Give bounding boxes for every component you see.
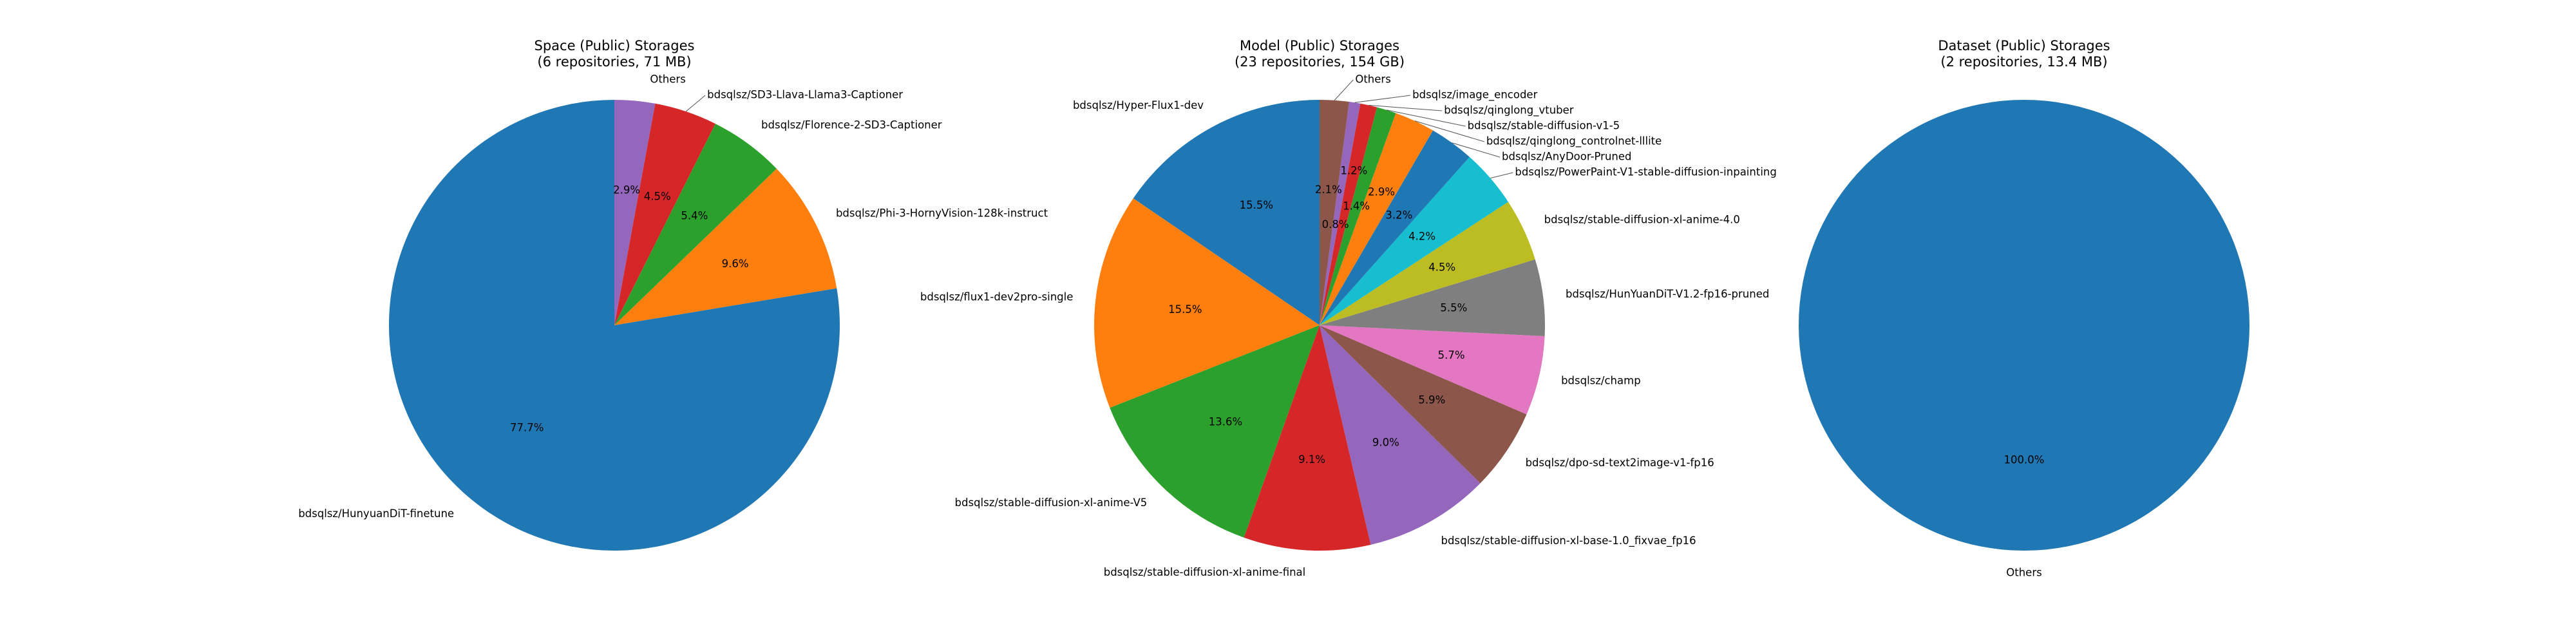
leader-line	[1386, 109, 1466, 127]
pie-slice	[1320, 103, 1378, 325]
pie-slice	[614, 100, 656, 325]
chart-subtitle: (2 repositories, 13.4 MB)	[1940, 54, 2107, 70]
slice-percent-label: 4.2%	[1408, 230, 1435, 242]
slice-percent-label: 4.5%	[644, 190, 671, 202]
pie-slice	[1320, 100, 1350, 325]
slice-percent-label: 2.9%	[1368, 185, 1395, 198]
leader-line	[1368, 104, 1443, 111]
pie-slice	[1320, 107, 1396, 325]
slice-percent-label: 2.1%	[1315, 184, 1342, 196]
slice-percent-label: 5.7%	[1438, 349, 1465, 361]
slice-label: bdsqlsz/Hyper-Flux1-dev	[1073, 99, 1204, 111]
pie-slice	[1094, 198, 1320, 408]
slice-percent-label: 13.6%	[1209, 415, 1242, 428]
pie-chart-3: Dataset (Public) Storages(2 repositories…	[1799, 38, 2249, 579]
slice-label: bdsqlsz/PowerPaint-V1-stable-diffusion-i…	[1515, 166, 1776, 178]
pie-slice	[614, 124, 777, 325]
leader-line	[1490, 172, 1513, 179]
slice-percent-label: 15.5%	[1168, 303, 1202, 316]
pie-slice	[1320, 325, 1545, 415]
slice-label: bdsqlsz/qinglong_vtuber	[1444, 104, 1574, 117]
slice-label: bdsqlsz/SD3-Llava-Llama3-Captioner	[707, 89, 903, 101]
pie-slice	[1110, 325, 1320, 538]
slice-label: bdsqlsz/stable-diffusion-xl-base-1.0_fix…	[1441, 535, 1696, 547]
slice-percent-label: 2.9%	[613, 184, 640, 196]
leader-line	[1452, 142, 1501, 158]
slice-percent-label: 5.9%	[1418, 394, 1445, 406]
pie-slice	[614, 169, 837, 325]
leader-line	[1414, 120, 1484, 142]
slice-label: Others	[1355, 73, 1390, 86]
slice-label: bdsqlsz/AnyDoor-Pruned	[1502, 151, 1632, 163]
slice-label: bdsqlsz/stable-diffusion-xl-anime-4.0	[1544, 213, 1740, 225]
leader-line	[1354, 95, 1411, 103]
pie-slice	[614, 103, 715, 325]
pie-slice	[1320, 130, 1470, 325]
slice-label: bdsqlsz/image_encoder	[1412, 89, 1537, 102]
slice-label: bdsqlsz/Florence-2-SD3-Captioner	[761, 118, 942, 131]
slice-label: Others	[650, 73, 685, 86]
chart-title: Dataset (Public) Storages	[1938, 38, 2110, 53]
pie-slice	[1320, 202, 1535, 325]
pie-slice	[1320, 325, 1481, 545]
pie-slice	[1244, 325, 1371, 551]
slice-percent-label: 100.0%	[2004, 454, 2045, 466]
slice-label: Others	[2006, 567, 2041, 579]
leader-line	[1334, 79, 1354, 101]
slice-label: bdsqlsz/stable-diffusion-v1-5	[1468, 120, 1620, 132]
chart-title: Model (Public) Storages	[1240, 38, 1399, 53]
slice-label: bdsqlsz/stable-diffusion-xl-anime-V5	[955, 497, 1148, 509]
chart-subtitle: (6 repositories, 71 MB)	[537, 54, 691, 70]
slice-percent-label: 5.4%	[681, 209, 708, 222]
slice-label: bdsqlsz/HunyuanDiT-finetune	[298, 507, 454, 520]
pie-chart-2: Model (Public) Storages(23 repositories,…	[920, 38, 1777, 578]
slice-label: bdsqlsz/stable-diffusion-xl-anime-final	[1104, 566, 1306, 578]
slice-percent-label: 9.0%	[1372, 437, 1399, 449]
pie-slice	[1320, 113, 1434, 325]
slice-percent-label: 3.2%	[1385, 209, 1412, 222]
pie-slice	[1133, 100, 1320, 325]
slice-label: bdsqlsz/dpo-sd-text2image-v1-fp16	[1526, 457, 1714, 469]
chart-subtitle: (23 repositories, 154 GB)	[1235, 54, 1405, 70]
slice-percent-label: 0.8%	[1322, 218, 1349, 231]
slice-percent-label: 5.5%	[1440, 302, 1467, 314]
slice-percent-label: 9.6%	[722, 258, 749, 270]
chart-title: Space (Public) Storages	[535, 38, 695, 53]
slice-label: bdsqlsz/Phi-3-HornyVision-128k-instruct	[836, 207, 1048, 219]
slice-label: bdsqlsz/flux1-dev2pro-single	[920, 291, 1073, 303]
slice-percent-label: 1.2%	[1340, 164, 1367, 176]
slice-percent-label: 9.1%	[1298, 453, 1325, 466]
pie-slice	[1320, 156, 1508, 325]
slice-percent-label: 4.5%	[1428, 261, 1455, 273]
leader-line	[685, 95, 706, 112]
pie-slice	[1320, 259, 1545, 337]
slice-percent-label: 77.7%	[510, 422, 544, 434]
slice-label: bdsqlsz/champ	[1561, 374, 1641, 386]
pie-slice	[1799, 100, 2249, 551]
pie-slice	[388, 100, 840, 551]
pie-chart-1: Space (Public) Storages(6 repositories, …	[298, 38, 1048, 551]
pie-slice	[1320, 102, 1361, 325]
slice-percent-label: 15.5%	[1240, 199, 1273, 211]
slice-label: bdsqlsz/HunYuanDiT-V1.2-fp16-pruned	[1566, 288, 1769, 300]
pie-slice	[1320, 325, 1527, 484]
slice-percent-label: 1.4%	[1343, 200, 1370, 213]
slice-label: bdsqlsz/qinglong_controlnet-lllite	[1486, 135, 1662, 148]
